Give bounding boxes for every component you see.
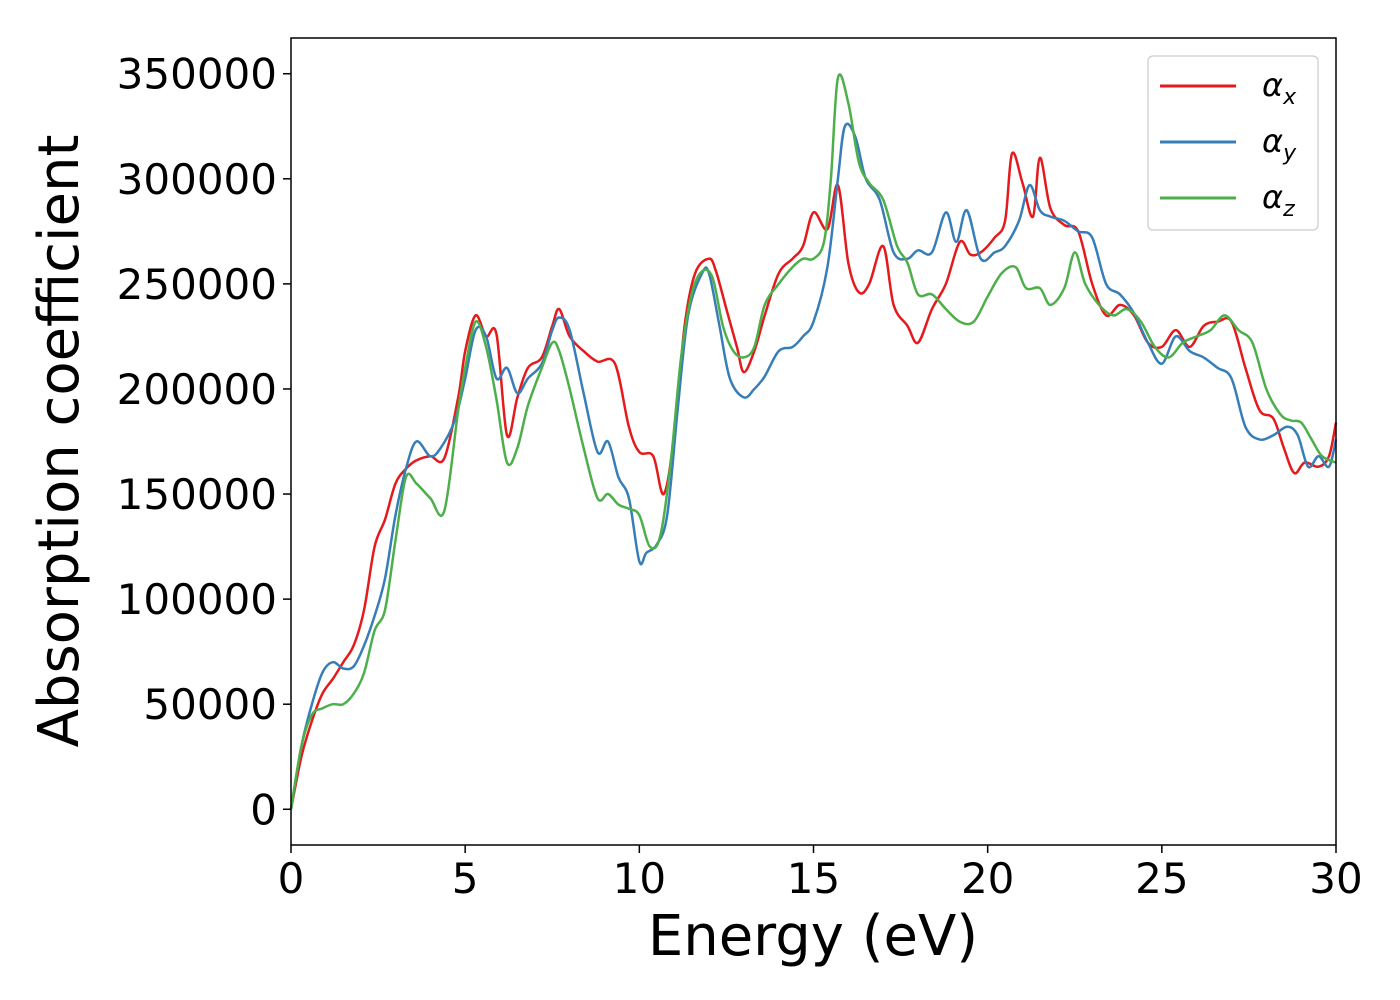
- y-tick-label: 200000: [117, 365, 277, 414]
- y-tick-label: 250000: [117, 260, 277, 309]
- y-tick-label: 300000: [117, 155, 277, 204]
- x-tick-label: 30: [1309, 854, 1362, 903]
- legend-label-y: αy: [1262, 122, 1297, 166]
- x-tick-label: 25: [1135, 854, 1188, 903]
- legend-label-x: αx: [1262, 66, 1297, 110]
- y-tick-label: 0: [250, 785, 277, 834]
- series-layer: [289, 73, 1338, 810]
- y-tick-label: 50000: [143, 680, 277, 729]
- x-tick-label: 0: [278, 854, 305, 903]
- y-tick-label: 100000: [117, 575, 277, 624]
- x-axis-title: Energy (eV): [648, 904, 978, 969]
- x-tick-label: 10: [613, 854, 666, 903]
- legend-label-z: αz: [1262, 178, 1295, 222]
- x-axis: 0 5 10 15 20 25 30: [278, 845, 1363, 903]
- y-tick-label: 350000: [117, 50, 277, 99]
- y-axis-title: Absorption coefficient: [27, 135, 92, 748]
- legend: αx αy αz: [1147, 55, 1319, 231]
- y-tick-label: 150000: [117, 470, 277, 519]
- x-tick-label: 5: [452, 854, 479, 903]
- y-axis: 0 50000 100000 150000 200000 250000 300000 3500…: [117, 50, 291, 834]
- x-tick-label: 15: [787, 854, 840, 903]
- series-line-y: [289, 122, 1338, 810]
- series-line-z: [289, 73, 1337, 810]
- x-tick-label: 20: [961, 854, 1014, 903]
